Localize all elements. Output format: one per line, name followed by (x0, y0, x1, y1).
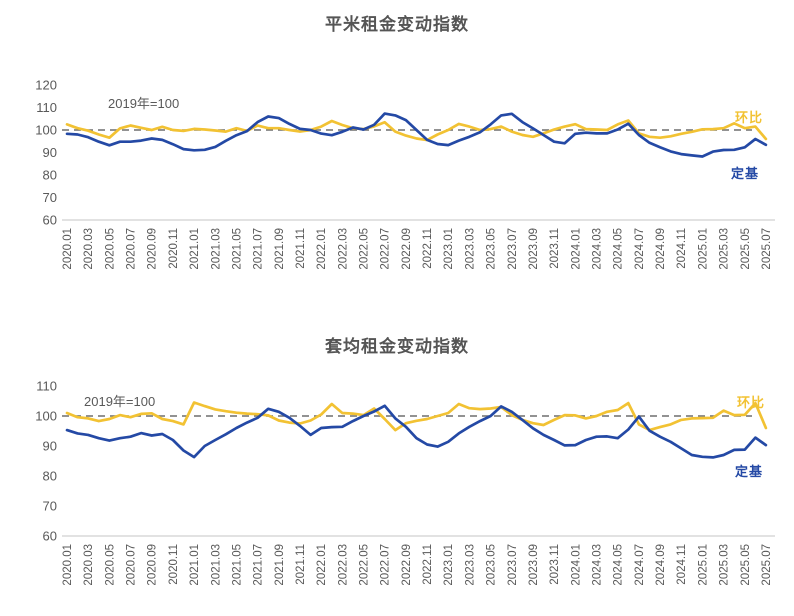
x-tick-label: 2023.09 (528, 228, 540, 270)
series-line-fixed-base (65, 404, 768, 459)
series-line-mom (65, 119, 768, 142)
x-tick-label: 2024.01 (570, 544, 582, 586)
chart1-fixed-base-series-label: 定基 (731, 166, 760, 181)
x-tick-label: 2020.03 (83, 228, 95, 270)
x-tick-label: 2020.07 (126, 544, 138, 586)
x-tick-label: 2024.03 (592, 544, 604, 586)
x-tick-label: 2020.09 (147, 544, 159, 586)
x-tick-label: 2024.09 (655, 544, 667, 586)
x-tick-label: 2021.11 (295, 228, 307, 269)
x-tick-label: 2021.03 (210, 544, 222, 586)
x-tick-label: 2023.07 (507, 228, 519, 270)
x-tick-label: 2021.11 (295, 544, 307, 585)
chart2-baseline-annotation: 2019年=100 (84, 394, 156, 409)
x-tick-label: 2024.01 (570, 228, 582, 270)
x-tick-label: 2023.09 (528, 544, 540, 586)
x-tick-label: 2022.09 (401, 228, 413, 270)
x-tick-label: 2024.11 (676, 544, 688, 585)
x-tick-label: 2025.07 (761, 544, 773, 586)
y-tick-label: 110 (36, 100, 57, 115)
y-tick-label: 90 (43, 439, 57, 454)
chart-2: 110 100 90 80 70 60 2020.01 2020.03 2020.05 2020.… (35, 379, 775, 586)
x-tick-label: 2022.01 (316, 544, 328, 586)
y-tick-label: 70 (43, 499, 57, 514)
x-tick-label: 2021.01 (189, 228, 201, 270)
x-tick-label: 2023.03 (464, 228, 476, 270)
y-tick-label: 60 (43, 529, 57, 544)
x-tick-label: 2023.03 (464, 544, 476, 586)
x-tick-label: 2020.03 (83, 544, 95, 586)
x-tick-label: 2022.03 (337, 228, 349, 270)
x-tick-label: 2020.11 (168, 544, 180, 585)
x-tick-label: 2025.07 (761, 228, 773, 270)
y-tick-label: 90 (43, 145, 57, 160)
chart2-fixed-base-series-label: 定基 (735, 464, 764, 479)
x-tick-label: 2020.05 (104, 228, 116, 270)
chart2-mom-series-label: 环比 (737, 395, 766, 410)
x-tick-label: 2022.07 (380, 228, 392, 270)
x-tick-label: 2022.05 (359, 228, 371, 270)
x-tick-label: 2021.09 (274, 228, 286, 270)
x-tick-label: 2021.05 (231, 544, 243, 586)
x-tick-label: 2025.03 (719, 544, 731, 586)
x-tick-label: 2024.09 (655, 228, 667, 270)
x-tick-label: 2025.01 (697, 228, 709, 270)
x-tick-label: 2024.07 (634, 228, 646, 270)
y-tick-label: 70 (43, 190, 57, 205)
chart-1: 120 110 100 90 80 70 60 2020.01 2020.03 2020.05 20… (35, 78, 775, 270)
x-tick-label: 2021.09 (274, 544, 286, 586)
x-tick-label: 2021.03 (210, 228, 222, 270)
y-tick-label: 100 (35, 123, 57, 138)
x-tick-label: 2022.11 (422, 544, 434, 585)
chart1-mom-series-label: 环比 (735, 110, 764, 125)
x-tick-label: 2020.05 (104, 544, 116, 586)
x-tick-label: 2021.07 (253, 228, 265, 270)
x-tick-label: 2022.09 (401, 544, 413, 586)
x-tick-label: 2023.01 (443, 544, 455, 586)
x-tick-label: 2020.11 (168, 228, 180, 269)
x-tick-label: 2025.01 (697, 544, 709, 586)
x-tick-label: 2022.03 (337, 544, 349, 586)
series-line-fixed-base (65, 112, 768, 158)
x-tick-label: 2024.05 (613, 228, 625, 270)
x-tick-label: 2023.11 (549, 228, 561, 269)
x-tick-label: 2022.01 (316, 228, 328, 270)
y-tick-label: 100 (35, 409, 57, 424)
x-tick-label: 2024.11 (676, 228, 688, 269)
chart1-baseline-annotation: 2019年=100 (108, 96, 180, 111)
x-tick-label: 2023.11 (549, 544, 561, 585)
x-tick-label: 2023.01 (443, 228, 455, 270)
x-tick-label: 2024.05 (613, 544, 625, 586)
x-tick-label: 2023.07 (507, 544, 519, 586)
x-tick-label: 2024.03 (592, 228, 604, 270)
x-tick-label: 2025.05 (740, 228, 752, 270)
x-tick-label: 2020.09 (147, 228, 159, 270)
y-tick-label: 110 (36, 379, 57, 394)
x-tick-label: 2022.07 (380, 544, 392, 586)
y-tick-label: 80 (43, 469, 57, 484)
y-tick-label: 80 (43, 168, 57, 183)
x-tick-label: 2020.07 (126, 228, 138, 270)
x-tick-label: 2020.01 (62, 544, 74, 586)
chart1-title: 平米租金变动指数 (325, 15, 469, 34)
x-tick-label: 2025.05 (740, 544, 752, 586)
x-tick-label: 2021.05 (231, 228, 243, 270)
x-tick-label: 2022.11 (422, 228, 434, 269)
x-tick-label: 2021.07 (253, 544, 265, 586)
x-tick-label: 2023.05 (486, 228, 498, 270)
chart2-title: 套均租金变动指数 (325, 337, 469, 356)
y-tick-label: 120 (35, 78, 57, 93)
x-tick-label: 2021.01 (189, 544, 201, 586)
x-tick-label: 2025.03 (719, 228, 731, 270)
x-tick-label: 2024.07 (634, 544, 646, 586)
y-tick-label: 60 (43, 213, 57, 228)
x-tick-label: 2022.05 (359, 544, 371, 586)
x-tick-label: 2020.01 (62, 228, 74, 270)
x-tick-label: 2023.05 (486, 544, 498, 586)
